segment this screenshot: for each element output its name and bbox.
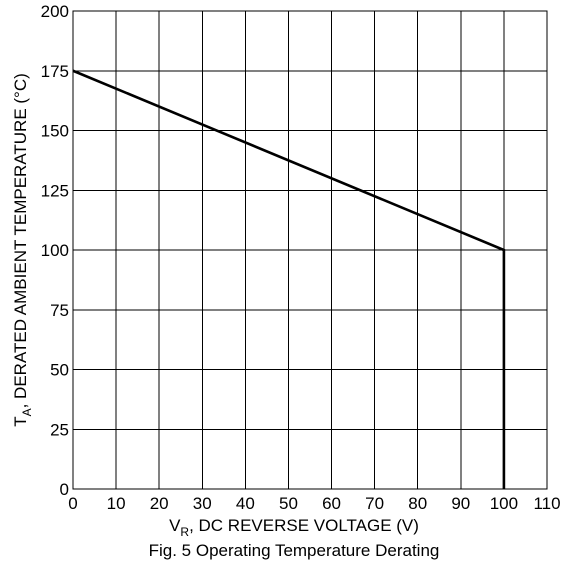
derating-curve-line — [72, 69, 506, 489]
x-tick-label: 40 — [236, 494, 255, 513]
x-tick-label: 20 — [150, 494, 169, 513]
x-tick-label: 50 — [279, 494, 298, 513]
x-tick-label: 70 — [365, 494, 384, 513]
y-tick-label: 0 — [60, 480, 69, 499]
x-tick-label: 100 — [490, 494, 518, 513]
y-tick-label: 75 — [50, 301, 69, 320]
x-tick-label: 60 — [322, 494, 341, 513]
x-tick-label: 30 — [193, 494, 212, 513]
x-tick-label: 0 — [68, 494, 77, 513]
y-tick-labels: 0 25 50 75 100 125 150 175 200 — [41, 2, 69, 499]
grid-lines — [73, 11, 547, 489]
y-tick-label: 125 — [41, 181, 69, 200]
y-tick-label: 100 — [41, 241, 69, 260]
x-tick-label: 90 — [451, 494, 470, 513]
y-tick-label: 50 — [50, 361, 69, 380]
y-tick-label: 175 — [41, 62, 69, 81]
x-tick-labels: 0 10 20 30 40 50 60 70 80 90 100 110 — [68, 494, 560, 513]
x-tick-label: 10 — [107, 494, 126, 513]
figure-caption: Fig. 5 Operating Temperature Derating — [149, 541, 440, 560]
x-tick-label: 110 — [533, 494, 560, 513]
plot-frame — [72, 10, 548, 490]
y-tick-label: 150 — [41, 122, 69, 141]
x-axis-title: VR, DC REVERSE VOLTAGE (V) — [169, 516, 419, 539]
y-tick-label: 25 — [50, 420, 69, 439]
y-axis-title: TA, DERATED AMBIENT TEMPERATURE (°C) — [11, 73, 34, 427]
y-tick-label: 200 — [41, 2, 69, 21]
x-tick-label: 80 — [408, 494, 427, 513]
